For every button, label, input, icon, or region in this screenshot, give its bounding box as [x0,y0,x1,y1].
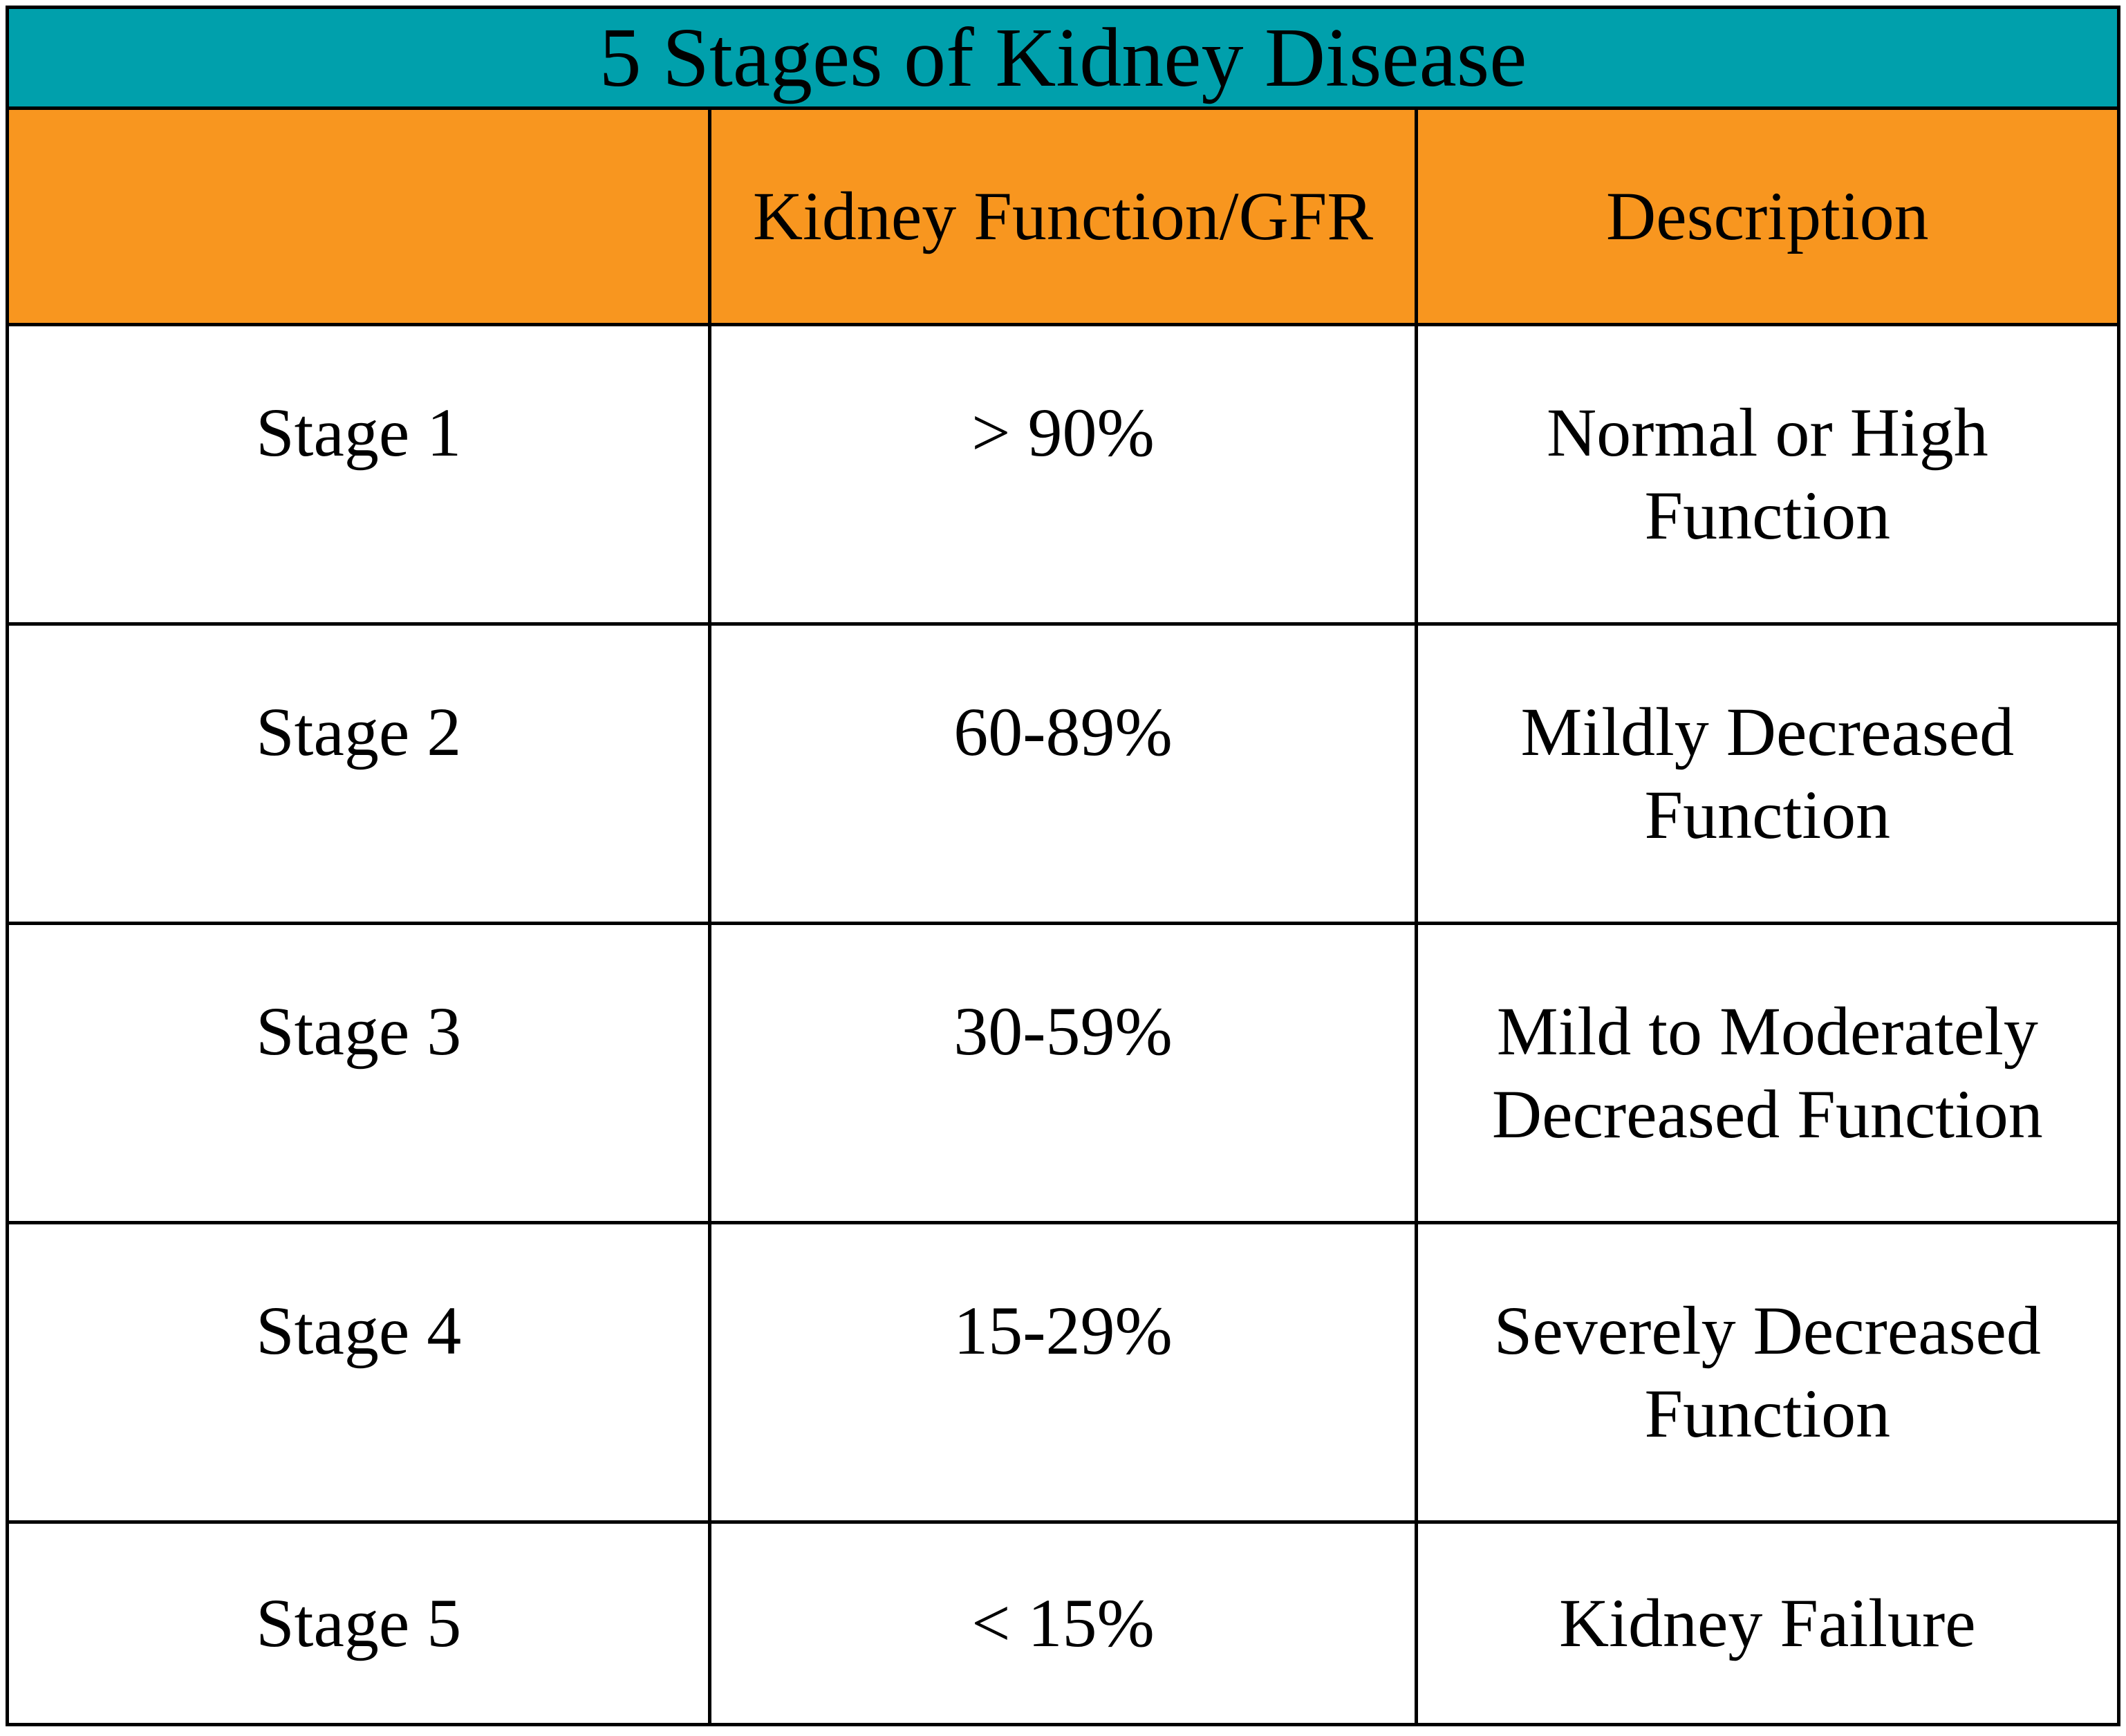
stage-cell: Stage 3 [9,925,709,1221]
gfr-cell: > 90% [711,326,1415,622]
gfr-cell: 60-89% [711,626,1415,922]
description-cell: Severely Decreased Function [1417,1224,2117,1520]
column-header-gfr: Kidney Function/GFR [711,110,1415,323]
stage-cell: Stage 1 [9,326,709,622]
description-cell: Kidney Failure [1417,1524,2117,1723]
gfr-cell: < 15% [711,1524,1415,1723]
column-header-stage [9,110,709,323]
description-cell: Mildly Decreased Function [1417,626,2117,922]
column-header-description: Description [1417,110,2117,323]
gfr-cell: 30-59% [711,925,1415,1221]
description-cell: Mild to Moderately Decreased Function [1417,925,2117,1221]
kidney-disease-table: 5 Stages of Kidney Disease Kidney Functi… [6,6,2120,1726]
table-title: 5 Stages of Kidney Disease [9,9,2117,106]
description-cell: Normal or High Function [1417,326,2117,622]
stage-cell: Stage 2 [9,626,709,922]
stage-cell: Stage 5 [9,1524,709,1723]
stage-cell: Stage 4 [9,1224,709,1520]
gfr-cell: 15-29% [711,1224,1415,1520]
